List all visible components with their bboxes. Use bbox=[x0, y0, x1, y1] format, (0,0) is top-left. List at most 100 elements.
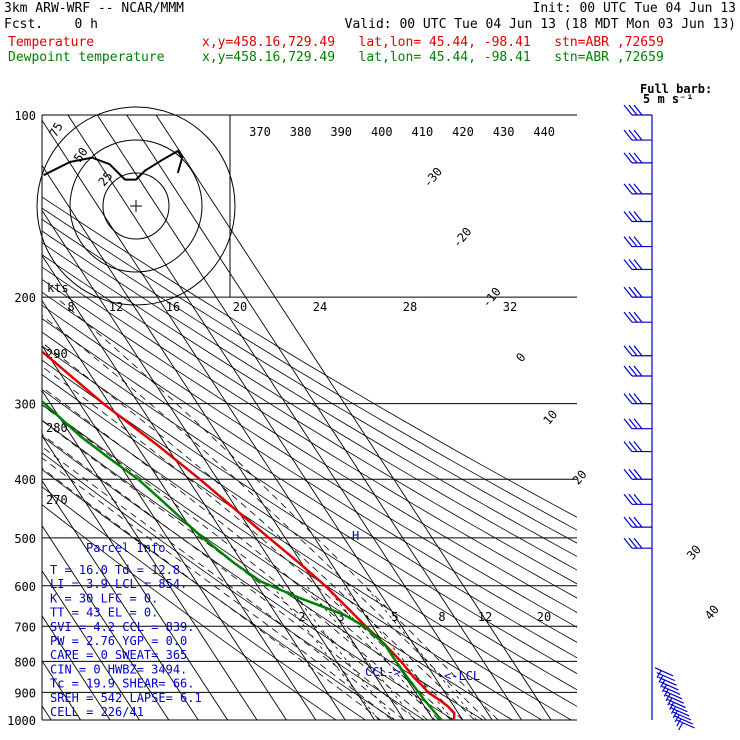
wind-barb-feather bbox=[623, 441, 633, 452]
parcel-info-row: CAPE = 0 SWEAT= 365 bbox=[50, 648, 187, 662]
wind-barb-shaft bbox=[674, 715, 694, 725]
parcel-info-row: Tc = 19.9 SHEAR= 66. bbox=[50, 677, 195, 691]
pressure-tick-800: 800 bbox=[14, 655, 36, 669]
wind-barb bbox=[623, 236, 652, 248]
dry-adiabat-line bbox=[42, 254, 577, 585]
pressure-tick-500: 500 bbox=[14, 532, 36, 546]
dry-adiabat-line bbox=[42, 359, 577, 707]
wind-barb bbox=[656, 672, 676, 683]
parcel-info-row: CELL = 226/41 bbox=[50, 705, 144, 719]
wind-barb-feather bbox=[660, 680, 666, 688]
parcel-info-row: LI = 3.9 LCL = 854. bbox=[50, 577, 187, 591]
wind-barb-feather bbox=[623, 311, 633, 323]
wind-barb-feather bbox=[633, 211, 643, 222]
wind-barb-feather bbox=[628, 418, 638, 430]
wind-barb bbox=[623, 183, 652, 195]
wind-barb bbox=[623, 365, 652, 377]
wind-barb-feather bbox=[674, 714, 680, 723]
wind-barb-shaft bbox=[658, 676, 677, 686]
mixing-ratio-line bbox=[364, 585, 478, 720]
mixing-ratio-line bbox=[325, 585, 436, 720]
dry-adiabat-line bbox=[42, 207, 577, 531]
wind-barb-shaft bbox=[663, 690, 683, 700]
wind-barb bbox=[623, 286, 652, 298]
wind-barb-shaft bbox=[676, 719, 695, 729]
dry-adiabat-line bbox=[42, 291, 577, 628]
wind-barb bbox=[623, 211, 652, 223]
wind-barb-feather bbox=[623, 365, 633, 377]
temperature-location-info: x,y=458.16,729.49 lat,lon= 45.44, -98.41… bbox=[202, 35, 664, 50]
wind-barb-feather bbox=[628, 259, 638, 270]
barb-key-unit: 5 m s⁻¹ bbox=[643, 92, 694, 106]
wind-barb-feather bbox=[633, 129, 643, 141]
mixing-ratio-label: 16 bbox=[166, 300, 180, 314]
temperature-trace bbox=[42, 350, 456, 720]
wind-barb-feather bbox=[628, 345, 638, 357]
dry-adiabat-line bbox=[42, 486, 366, 720]
wind-barb-shaft bbox=[667, 698, 686, 709]
left-theta-label: 290 bbox=[46, 347, 68, 361]
isotherm-line bbox=[42, 299, 317, 720]
wind-barb-feather bbox=[628, 468, 638, 480]
wind-barb-feather bbox=[633, 441, 643, 452]
isotherm-label-right: 30 bbox=[684, 542, 704, 562]
wind-barb-feather bbox=[628, 286, 638, 298]
lower-mr-label: 12 bbox=[478, 610, 492, 624]
wind-barb-feather bbox=[623, 468, 633, 480]
wind-barb-feather bbox=[633, 152, 643, 164]
wind-barb-feather bbox=[628, 183, 638, 195]
wind-barb-feather bbox=[628, 537, 638, 549]
hodograph-trace bbox=[43, 149, 184, 181]
wind-barb-feather bbox=[633, 286, 643, 298]
lower-mr-label: 8 bbox=[438, 610, 445, 624]
wind-barb bbox=[665, 694, 685, 706]
dry-adiabat-line bbox=[42, 345, 577, 691]
wind-barb-feather bbox=[623, 104, 633, 116]
wind-barb bbox=[623, 129, 652, 141]
wind-barb-feather bbox=[623, 493, 633, 505]
wind-barb bbox=[623, 493, 652, 505]
wind-barb-feather bbox=[633, 393, 643, 405]
dry-adiabat-line bbox=[42, 230, 577, 557]
wind-barb bbox=[663, 690, 683, 702]
parcel-info-row: CIN = 0 HWBZ= 3494. bbox=[50, 662, 187, 676]
lcl-marker: <-LCL bbox=[444, 669, 480, 683]
wind-barb bbox=[672, 711, 692, 723]
theta-label: 370 bbox=[249, 125, 271, 139]
lower-mr-label: 3 bbox=[337, 610, 344, 624]
wind-barb-feather bbox=[628, 152, 638, 164]
parcel-info-row: PW = 2.76 YGP = 0.0 bbox=[50, 634, 187, 648]
dry-adiabat-line bbox=[42, 266, 577, 599]
wind-barb bbox=[623, 418, 652, 430]
wind-barb bbox=[660, 681, 679, 693]
wind-barb bbox=[623, 468, 652, 480]
lower-mr-label: 5 bbox=[391, 610, 398, 624]
wind-barb-feather bbox=[665, 693, 671, 702]
wind-barb-feather bbox=[633, 104, 643, 116]
isotherm-label-right: -20 bbox=[450, 225, 475, 251]
wind-barb-feather bbox=[623, 236, 633, 247]
hodograph-ring bbox=[36, 106, 236, 306]
theta-label: 400 bbox=[371, 125, 393, 139]
wind-barb-feather bbox=[623, 211, 633, 222]
init-time-label: Init: 00 UTC Tue 04 Jun 13 bbox=[532, 1, 737, 16]
wind-barb-feather bbox=[628, 211, 638, 222]
wind-barb-feather bbox=[670, 706, 676, 715]
wind-barb-feather bbox=[628, 516, 638, 528]
wind-barb-feather bbox=[623, 259, 633, 270]
theta-label: 430 bbox=[493, 125, 515, 139]
lower-mr-label: 2 bbox=[298, 610, 305, 624]
isotherm-line bbox=[67, 115, 464, 720]
wind-barb-feather bbox=[623, 537, 633, 549]
wind-barb-feather bbox=[633, 311, 643, 323]
isotherm-label-right: -10 bbox=[479, 285, 504, 311]
dry-adiabat-line bbox=[42, 279, 577, 613]
dry-adiabat-line bbox=[42, 435, 454, 720]
barb-key-label: Full barb: bbox=[640, 82, 712, 96]
wind-barb-feather bbox=[633, 236, 643, 247]
dry-adiabat-line bbox=[42, 242, 577, 571]
moist-adiabat-line bbox=[42, 467, 381, 720]
dry-adiabat-line bbox=[42, 304, 577, 643]
isotherm-label-right: 10 bbox=[540, 407, 560, 427]
